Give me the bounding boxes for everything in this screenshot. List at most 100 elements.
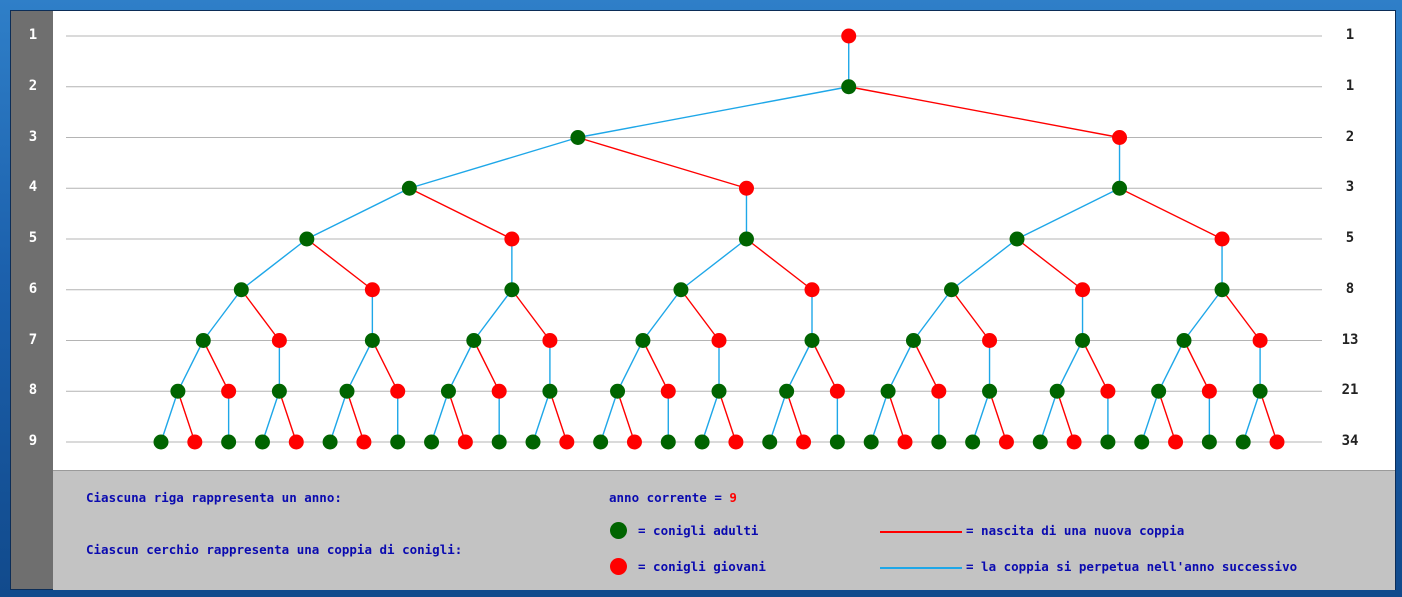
young-pair-node <box>711 333 727 348</box>
year-label: 8 <box>28 382 38 399</box>
young-pair-node <box>897 434 913 450</box>
birth-edge <box>177 391 196 443</box>
adult-pair-node <box>254 434 270 450</box>
young-pair-node <box>626 434 642 450</box>
birth-edge <box>1056 391 1075 443</box>
year-label: 4 <box>28 179 38 196</box>
adult-pair-node <box>322 434 338 450</box>
continue-edge <box>769 391 788 443</box>
adult-pair-node <box>593 434 609 450</box>
young-pair-node <box>288 434 304 450</box>
adult-pair-node <box>542 383 558 399</box>
continue-edge <box>240 238 308 291</box>
year-label: 1 <box>28 27 38 43</box>
adult-pair-node <box>339 383 355 399</box>
adult-pair-node <box>841 79 857 95</box>
young-pair-node <box>1066 434 1082 450</box>
adult-pair-node <box>440 383 456 399</box>
year-gridlines <box>66 35 1322 443</box>
adult-pair-node <box>504 282 520 298</box>
adult-pair-node <box>711 383 727 399</box>
continue-edge <box>430 391 450 443</box>
year-column <box>11 11 53 589</box>
birth-edge <box>371 340 399 392</box>
birth-legend-label: = nascita di una nuova coppia <box>966 523 1185 538</box>
year-label: 7 <box>28 331 38 348</box>
pair-count: 13 <box>1341 331 1359 348</box>
birth-line-icon <box>880 531 962 533</box>
continue-edge <box>177 340 204 392</box>
pair-count: 5 <box>1345 230 1355 246</box>
continue-edge <box>577 86 849 139</box>
adult-pair-node <box>299 231 315 247</box>
birth-edge <box>1157 391 1177 443</box>
pair-count: 1 <box>1345 27 1355 43</box>
continue-edge <box>329 391 348 443</box>
pair-count: 2 <box>1345 128 1355 145</box>
adult-pair-node <box>1032 434 1048 450</box>
young-pair-node <box>660 383 676 399</box>
continue-edge <box>887 340 915 392</box>
adult-pair-node <box>1009 231 1025 247</box>
birth-edge <box>549 391 568 443</box>
continue-edge <box>870 391 889 443</box>
birth-edge <box>1259 391 1278 443</box>
continue-edge <box>160 391 179 443</box>
adult-pair-node <box>738 231 754 247</box>
adult-pair-node <box>1075 333 1091 348</box>
birth-edge <box>988 391 1008 443</box>
continue-edge <box>447 340 475 392</box>
young-pair-node <box>271 333 287 348</box>
young-pair-node <box>504 231 520 247</box>
pair-count: 21 <box>1341 382 1359 399</box>
adult-pair-node <box>401 180 417 196</box>
adult-pair-node <box>931 434 947 450</box>
young-pair-node <box>1201 383 1217 399</box>
current-year: anno corrente = 9 <box>609 490 737 505</box>
birth-edge <box>1183 340 1210 392</box>
adult-pair-node <box>1100 434 1116 450</box>
continue-edge <box>1039 391 1058 443</box>
adult-pair-node <box>1252 383 1268 399</box>
young-pair-node <box>829 383 845 399</box>
birth-edge <box>811 340 838 392</box>
birth-edge <box>718 391 737 443</box>
birth-edge <box>680 289 720 341</box>
young-dot-icon <box>610 558 627 575</box>
adult-pair-node <box>863 434 879 450</box>
adult-pair-node <box>804 333 820 348</box>
adult-pair-node <box>1235 434 1251 450</box>
continue-edge <box>599 391 619 443</box>
current-year-label: anno corrente = <box>609 490 730 505</box>
young-pair-node <box>1252 333 1268 348</box>
birth-edge <box>306 238 373 291</box>
continue-edge <box>642 289 682 341</box>
young-pair-node <box>1075 282 1091 298</box>
young-legend-label: = conigli giovani <box>638 559 766 574</box>
young-pair-node <box>804 282 820 298</box>
adult-pair-node <box>1049 383 1065 399</box>
young-pair-node <box>841 28 857 44</box>
birth-edge <box>278 391 297 443</box>
row-explanation: Ciascuna riga rappresenta un anno: <box>86 490 342 505</box>
young-pair-node <box>356 434 372 450</box>
birth-edge <box>642 340 669 392</box>
birth-edge <box>1081 340 1109 392</box>
adult-pair-node <box>762 434 778 450</box>
adult-pair-node <box>195 333 211 348</box>
continue-line-icon <box>880 567 962 569</box>
continue-edge <box>912 289 953 341</box>
birth-edge <box>447 391 467 443</box>
young-pair-node <box>796 434 812 450</box>
adult-pair-node <box>1176 333 1192 348</box>
birth-edge <box>409 187 513 240</box>
birth-edge <box>950 289 991 341</box>
adult-pair-node <box>466 333 482 348</box>
year-label: 3 <box>28 128 38 145</box>
adult-pair-node <box>660 434 676 450</box>
continue-edge <box>616 340 644 392</box>
year-label: 5 <box>28 230 38 246</box>
adult-legend-label: = conigli adulti <box>638 523 759 538</box>
